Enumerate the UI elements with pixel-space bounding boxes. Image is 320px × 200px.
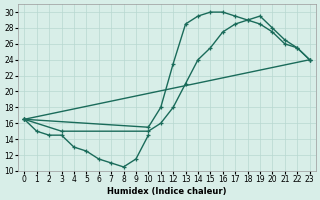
X-axis label: Humidex (Indice chaleur): Humidex (Indice chaleur) [107,187,227,196]
